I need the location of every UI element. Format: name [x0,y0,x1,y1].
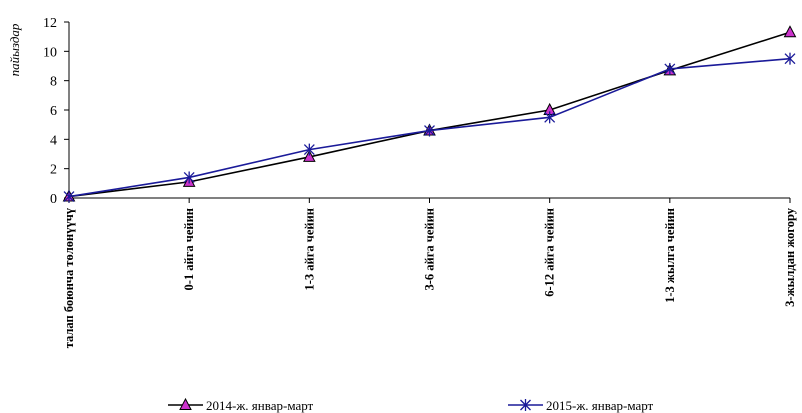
data-point-asterisk [424,124,435,137]
data-point-triangle [179,397,192,410]
legend-item-1: 2014-ж. январ-март [168,397,314,413]
legend: 2014-ж. январ-март 2015-ж. январ-март [168,397,654,413]
x-ticks: талап боюнча төлөнүүчү 0-1 айга чейин 1-3 … [62,198,797,348]
y-ticks: 0 2 4 6 8 10 12 [43,16,69,207]
legend-label: 2014-ж. январ-март [206,398,314,413]
y-tick-label: 12 [43,16,57,31]
x-tick-label: 6-12 айга чейин [543,208,557,297]
x-tick-label: 0-1 айга чейин [182,208,196,291]
data-point-triangle [783,25,797,38]
x-tick-label: талап боюнча төлөнүүчү [62,207,76,348]
legend-label: 2015-ж. январ-март [546,398,654,413]
y-tick-label: 0 [50,192,57,207]
y-tick-label: 2 [50,163,57,178]
data-point-asterisk [303,143,315,156]
series-group [62,25,797,203]
series-line [68,31,791,198]
series-1 [62,25,797,202]
x-tick-label: 1-3 жылга чейин [663,208,677,303]
y-tick-label: 8 [50,75,57,90]
y-tick-label: 6 [50,104,57,119]
axes [68,22,790,199]
y-tick-label: 4 [50,133,57,148]
data-point-asterisk [63,190,75,203]
data-point-asterisk [183,171,195,184]
data-point-asterisk [664,62,676,75]
y-axis-label: пайыздар [7,23,22,76]
x-tick-label: 1-3 айга чейин [302,208,316,291]
x-tick-label: 3-6 айга чейин [423,208,437,291]
data-point-asterisk [520,399,531,411]
y-tick-label: 10 [43,45,57,60]
legend-item-2: 2015-ж. январ-март [508,398,654,413]
data-point-asterisk [784,52,796,65]
series-2 [63,52,796,203]
data-point-asterisk [544,111,556,124]
data-point-triangle [303,149,316,162]
x-tick-label: 3-жылдан жогору [783,207,797,307]
